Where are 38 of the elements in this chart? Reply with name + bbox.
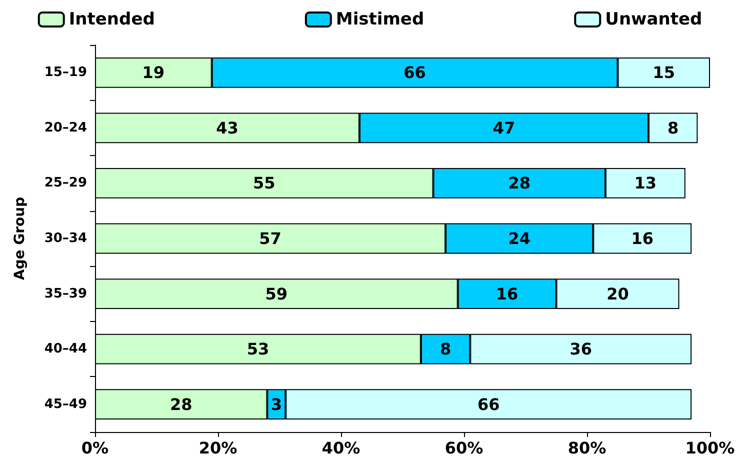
data-label: 24: [508, 229, 530, 248]
data-label: 20: [606, 284, 629, 304]
data-label: 28: [508, 174, 530, 193]
data-label: 55: [252, 174, 276, 193]
data-label: 66: [404, 63, 426, 82]
data-label: 15: [652, 63, 676, 82]
data-label: 3: [270, 394, 282, 414]
data-label: 13: [634, 174, 657, 193]
x-tick-label: 20%: [198, 438, 238, 458]
x-tick-label: 60%: [444, 438, 484, 458]
data-label: 59: [265, 284, 288, 304]
x-tick-label: 0%: [81, 438, 109, 458]
data-label: 8: [668, 118, 679, 138]
legend-label: Intended: [68, 10, 155, 30]
data-label: 28: [170, 394, 192, 414]
data-label: 19: [142, 63, 165, 82]
y-tick-label: 20–24: [44, 120, 87, 136]
y-tick-label: 45–49: [44, 396, 87, 412]
x-tick-label: 100%: [685, 438, 735, 458]
y-tick-label: 15–19: [44, 65, 87, 80]
data-label: 47: [492, 118, 516, 138]
data-label: 36: [570, 340, 592, 359]
data-label: 8: [440, 340, 452, 359]
data-label: 16: [496, 284, 518, 304]
data-label: 66: [477, 394, 500, 414]
legend-label: Mistimed: [336, 10, 424, 30]
y-tick-label: 40–44: [44, 342, 87, 357]
legend-label: Unwanted: [605, 10, 702, 30]
y-axis-title: Age Group: [12, 196, 28, 280]
y-tick-label: 25–29: [44, 176, 87, 191]
data-label: 43: [216, 118, 238, 138]
data-label: 57: [259, 229, 282, 248]
data-label: 16: [631, 229, 654, 248]
x-tick-label: 80%: [568, 438, 606, 458]
data-label: 53: [246, 340, 270, 359]
y-tick-label: 35–39: [44, 286, 87, 302]
y-tick-label: 30–34: [44, 231, 87, 246]
x-tick-label: 40%: [322, 438, 360, 458]
